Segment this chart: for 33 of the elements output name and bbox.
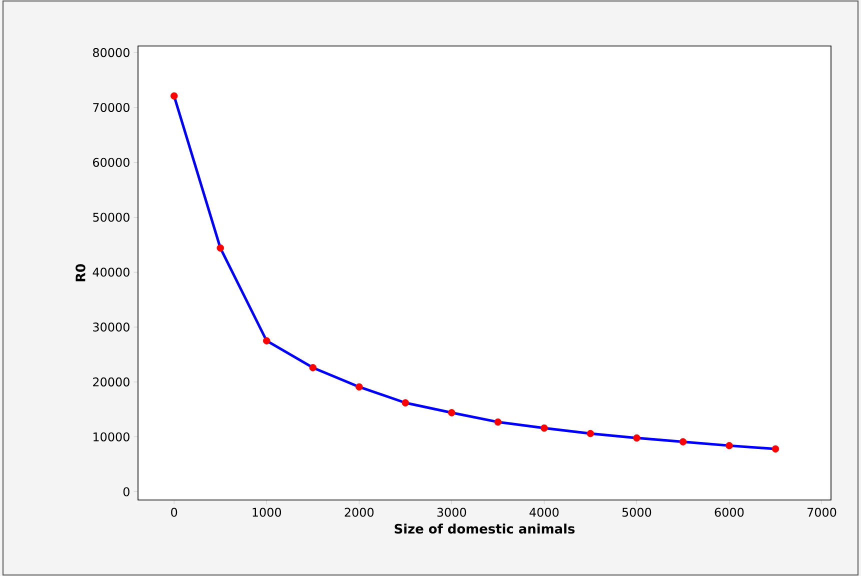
- point: [309, 364, 317, 372]
- x-tick-label: 1000: [252, 508, 282, 517]
- point: [679, 438, 687, 446]
- x-tick-label: 5000: [622, 508, 652, 517]
- point: [356, 383, 363, 391]
- point: [448, 409, 456, 416]
- y-tick-label: 0: [123, 487, 130, 496]
- y-tick-label: 50000: [93, 212, 130, 222]
- x-tick-label: 6000: [714, 508, 744, 517]
- y-tick-label: 70000: [93, 102, 130, 112]
- y-tick-label: 30000: [93, 322, 130, 332]
- point: [586, 430, 594, 438]
- y-tick-label: 80000: [93, 48, 130, 58]
- point: [216, 244, 224, 252]
- y-tick-label: 40000: [92, 268, 130, 277]
- point: [170, 92, 178, 100]
- point: [494, 418, 502, 426]
- y-tick-label: 60000: [93, 158, 130, 167]
- point: [262, 337, 270, 344]
- x-tick-label: 4000: [530, 508, 559, 517]
- x-tick-label: 7000: [808, 508, 836, 517]
- y-tick-label: 10000: [94, 432, 130, 442]
- y-tick-label: 20000: [93, 377, 130, 386]
- point: [726, 442, 733, 450]
- x-axis-title: Size of domestic animals: [394, 524, 575, 534]
- y-axis-title: R0: [76, 264, 86, 282]
- point: [402, 399, 410, 406]
- point: [540, 424, 548, 432]
- x-tick-label: 2000: [344, 508, 374, 517]
- x-tick-label: 0: [171, 508, 178, 517]
- point: [633, 434, 640, 442]
- point: [772, 445, 780, 453]
- x-tick-label: 3000: [437, 508, 466, 517]
